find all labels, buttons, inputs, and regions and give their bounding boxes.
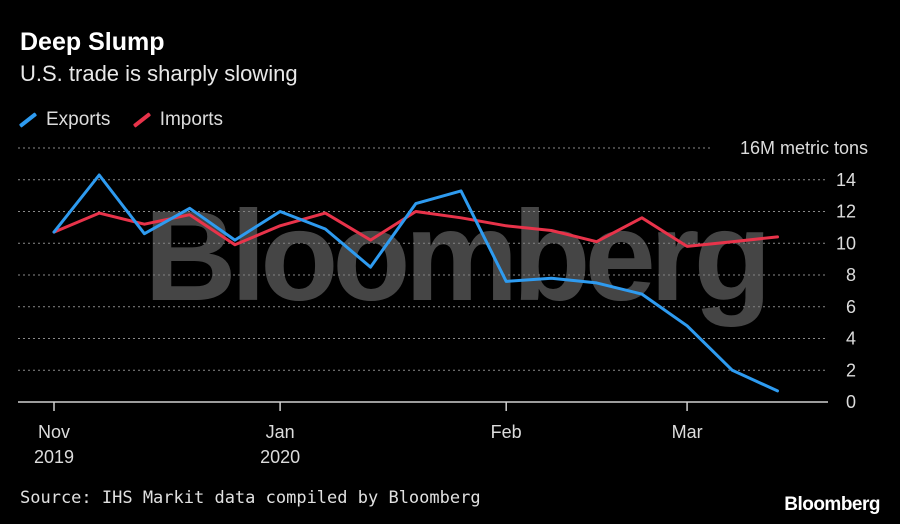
watermark: Bloomberg [144,185,766,328]
series-lines [52,173,779,393]
y-tick-label: 0 [846,392,856,412]
y-tick-label: 8 [846,265,856,285]
y-axis-unit-label: 16M metric tons [740,138,868,158]
y-tick-label: 2 [846,360,856,380]
y-tick-label: 14 [836,170,856,190]
chart-title: Deep Slump [20,28,165,56]
y-tick-label: 6 [846,297,856,317]
x-tick-label: Nov [38,422,70,442]
brand-logo: Bloomberg [784,494,880,515]
y-tick-label: 10 [836,233,856,253]
x-tick-label: Feb [491,422,522,442]
chart-subtitle: U.S. trade is sharply slowing [20,61,298,86]
y-tick-label: 4 [846,329,856,349]
source-note: Source: IHS Markit data compiled by Bloo… [20,488,481,508]
legend-label-imports: Imports [159,109,224,130]
grid [18,147,828,371]
legend: Exports Imports [18,106,239,131]
axes: 16M metric tons 0 2 4 6 8 10 12 14 Nov 2019 Jan 2020… [18,138,868,467]
x-tick-label: Mar [672,422,703,442]
x-tick-label-year: 2020 [260,447,300,467]
legend-item-imports: Imports [132,109,223,131]
y-tick-label: 12 [836,202,856,222]
legend-label-exports: Exports [46,109,111,130]
x-tick-label: Jan [266,422,295,442]
legend-item-exports: Exports [18,109,110,131]
series-line-exports [52,173,779,393]
x-tick-label-year: 2019 [34,447,74,467]
